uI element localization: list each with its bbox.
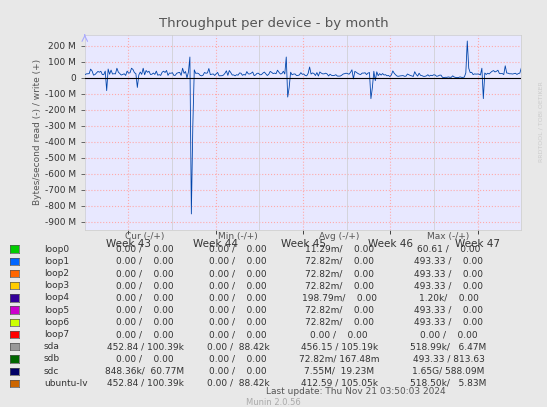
Text: loop0: loop0 — [44, 245, 69, 254]
Text: 0.00 /    0.00: 0.00 / 0.00 — [209, 293, 267, 302]
Text: 0.00 /    0.00: 0.00 / 0.00 — [310, 330, 368, 339]
Text: 0.00 /    0.00: 0.00 / 0.00 — [209, 318, 267, 327]
Text: 0.00 /    0.00: 0.00 / 0.00 — [116, 330, 174, 339]
Text: loop6: loop6 — [44, 318, 69, 327]
Text: 72.82m/    0.00: 72.82m/ 0.00 — [305, 269, 374, 278]
Text: Last update: Thu Nov 21 03:50:03 2024: Last update: Thu Nov 21 03:50:03 2024 — [266, 387, 445, 396]
Text: 456.15 / 105.19k: 456.15 / 105.19k — [301, 342, 377, 351]
Text: 0.00 /    0.00: 0.00 / 0.00 — [116, 257, 174, 266]
Text: 518.50k/   5.83M: 518.50k/ 5.83M — [410, 379, 487, 388]
Text: 198.79m/    0.00: 198.79m/ 0.00 — [301, 293, 377, 302]
Text: 493.33 /    0.00: 493.33 / 0.00 — [414, 318, 483, 327]
Text: loop3: loop3 — [44, 281, 69, 290]
Text: Cur (-/+): Cur (-/+) — [125, 232, 165, 241]
Text: sdc: sdc — [44, 367, 59, 376]
Text: ubuntu-lv: ubuntu-lv — [44, 379, 88, 388]
Text: 518.99k/   6.47M: 518.99k/ 6.47M — [410, 342, 487, 351]
Text: sdb: sdb — [44, 354, 60, 363]
Text: Max (-/+): Max (-/+) — [427, 232, 470, 241]
Text: 0.00 /    0.00: 0.00 / 0.00 — [116, 354, 174, 363]
Text: Munin 2.0.56: Munin 2.0.56 — [246, 398, 301, 407]
Text: 493.33 / 813.63: 493.33 / 813.63 — [412, 354, 485, 363]
Text: 72.82m/    0.00: 72.82m/ 0.00 — [305, 318, 374, 327]
Text: 493.33 /    0.00: 493.33 / 0.00 — [414, 306, 483, 315]
Text: 72.82m/    0.00: 72.82m/ 0.00 — [305, 257, 374, 266]
Text: 0.00 /    0.00: 0.00 / 0.00 — [209, 354, 267, 363]
Text: sda: sda — [44, 342, 60, 351]
Text: loop7: loop7 — [44, 330, 69, 339]
Text: 11.29m/    0.00: 11.29m/ 0.00 — [305, 245, 374, 254]
Text: 0.00 /  88.42k: 0.00 / 88.42k — [207, 379, 269, 388]
Text: 848.36k/  60.77M: 848.36k/ 60.77M — [106, 367, 184, 376]
Text: RRDTOOL / TOBI OETIKER: RRDTOOL / TOBI OETIKER — [538, 82, 543, 162]
Y-axis label: Bytes/second read (-) / write (+): Bytes/second read (-) / write (+) — [33, 59, 42, 206]
Text: 0.00 /    0.00: 0.00 / 0.00 — [209, 281, 267, 290]
Text: 1.20k/    0.00: 1.20k/ 0.00 — [418, 293, 479, 302]
Text: 0.00 /    0.00: 0.00 / 0.00 — [116, 293, 174, 302]
Text: loop1: loop1 — [44, 257, 69, 266]
Text: 493.33 /    0.00: 493.33 / 0.00 — [414, 269, 483, 278]
Text: 0.00 /    0.00: 0.00 / 0.00 — [116, 269, 174, 278]
Text: 7.55M/  19.23M: 7.55M/ 19.23M — [304, 367, 374, 376]
Text: 0.00 /    0.00: 0.00 / 0.00 — [209, 367, 267, 376]
Text: 72.82m/    0.00: 72.82m/ 0.00 — [305, 281, 374, 290]
Text: 0.00 /    0.00: 0.00 / 0.00 — [209, 257, 267, 266]
Text: 0.00 /  88.42k: 0.00 / 88.42k — [207, 342, 269, 351]
Text: 0.00 /    0.00: 0.00 / 0.00 — [116, 281, 174, 290]
Text: 0.00 /    0.00: 0.00 / 0.00 — [116, 318, 174, 327]
Text: 1.65G/ 588.09M: 1.65G/ 588.09M — [412, 367, 485, 376]
Text: 0.00 /    0.00: 0.00 / 0.00 — [420, 330, 478, 339]
Text: 412.59 / 105.05k: 412.59 / 105.05k — [301, 379, 377, 388]
Text: Min (-/+): Min (-/+) — [218, 232, 258, 241]
Text: 452.84 / 100.39k: 452.84 / 100.39k — [107, 379, 183, 388]
Text: 72.82m/ 167.48m: 72.82m/ 167.48m — [299, 354, 380, 363]
Text: Avg (-/+): Avg (-/+) — [319, 232, 359, 241]
Text: Throughput per device - by month: Throughput per device - by month — [159, 17, 388, 30]
Text: 0.00 /    0.00: 0.00 / 0.00 — [209, 306, 267, 315]
Text: 0.00 /    0.00: 0.00 / 0.00 — [116, 245, 174, 254]
Text: 493.33 /    0.00: 493.33 / 0.00 — [414, 281, 483, 290]
Text: 0.00 /    0.00: 0.00 / 0.00 — [209, 330, 267, 339]
Text: loop4: loop4 — [44, 293, 69, 302]
Text: 72.82m/    0.00: 72.82m/ 0.00 — [305, 306, 374, 315]
Text: 452.84 / 100.39k: 452.84 / 100.39k — [107, 342, 183, 351]
Text: 0.00 /    0.00: 0.00 / 0.00 — [116, 306, 174, 315]
Text: 0.00 /    0.00: 0.00 / 0.00 — [209, 269, 267, 278]
Text: 493.33 /    0.00: 493.33 / 0.00 — [414, 257, 483, 266]
Text: loop2: loop2 — [44, 269, 69, 278]
Text: 60.61 /    0.00: 60.61 / 0.00 — [417, 245, 480, 254]
Text: loop5: loop5 — [44, 306, 69, 315]
Text: 0.00 /    0.00: 0.00 / 0.00 — [209, 245, 267, 254]
